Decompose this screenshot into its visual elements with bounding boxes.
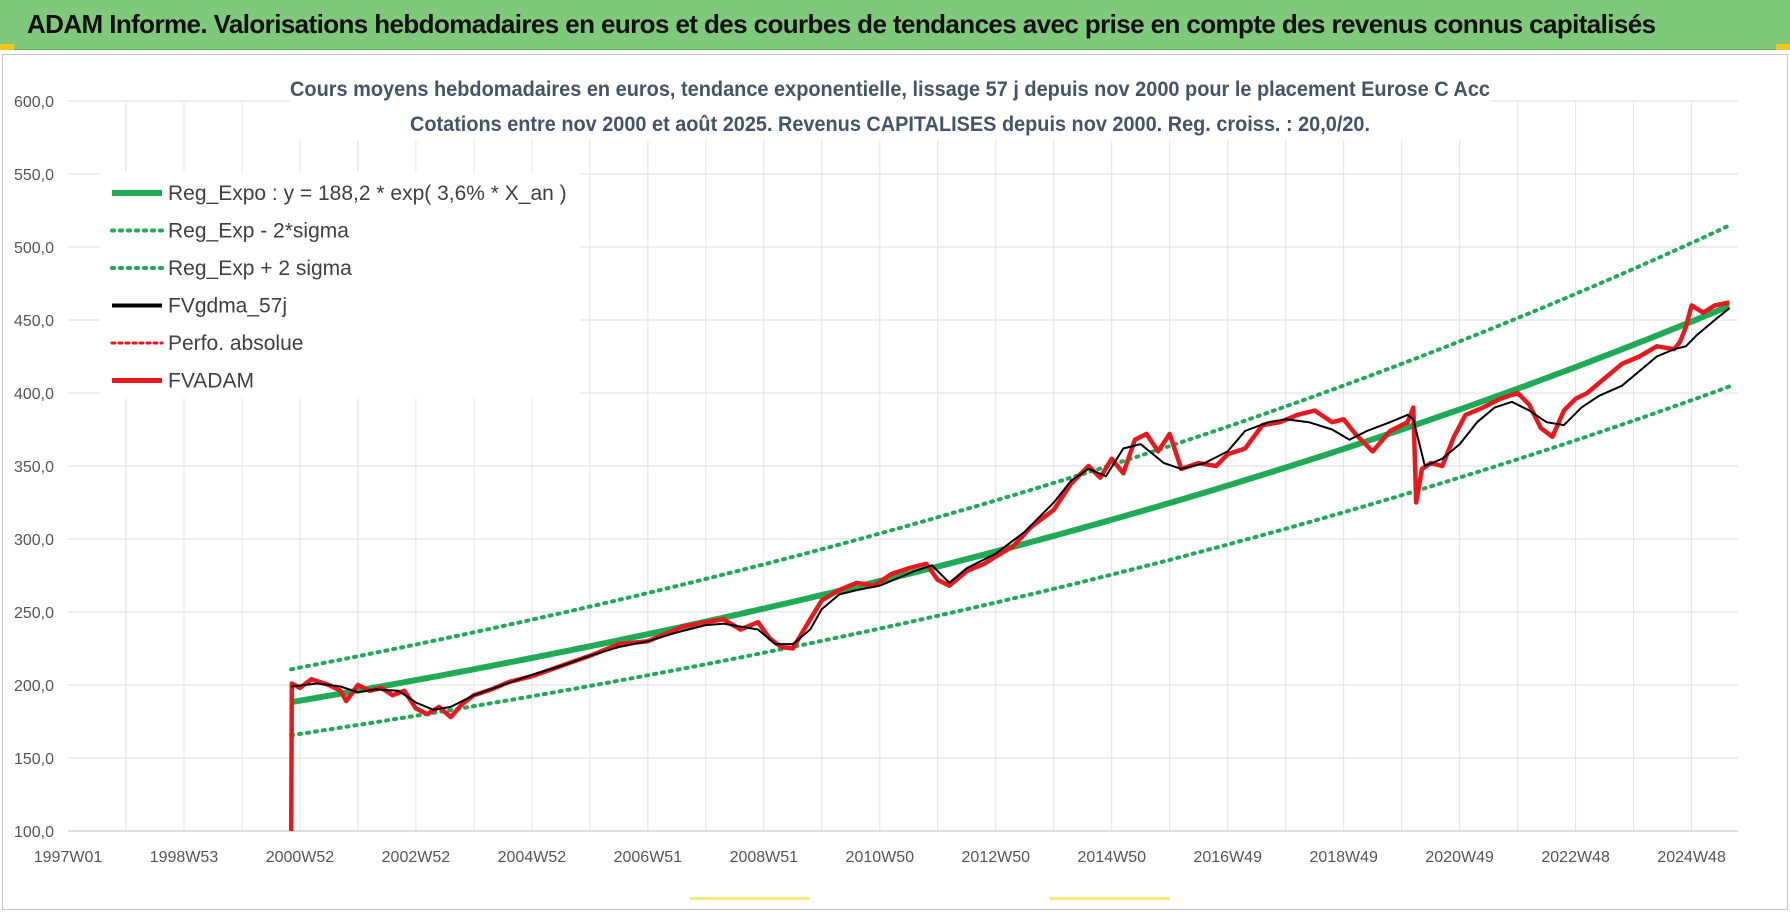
legend-label: Perfo. absolue — [168, 332, 303, 355]
corner-marker-right — [1776, 44, 1790, 50]
y-tick-label: 600,0 — [14, 94, 54, 111]
legend-label: Reg_Exp - 2*sigma — [168, 220, 349, 243]
x-tick-label: 2010W50 — [846, 849, 915, 866]
x-tick-label: 2014W50 — [1078, 849, 1147, 866]
chart-frame — [2, 54, 1788, 910]
legend-label: Reg_Exp + 2 sigma — [168, 257, 352, 280]
x-tick-label: 1997W01 — [34, 849, 103, 866]
y-tick-label: 300,0 — [14, 532, 54, 549]
y-tick-label: 350,0 — [14, 459, 54, 476]
y-tick-label: 450,0 — [14, 313, 54, 330]
y-tick-label: 250,0 — [14, 605, 54, 622]
banner-title: ADAM Informe. Valorisations hebdomadaire… — [27, 9, 1656, 39]
series-line-fvgdma-57j — [291, 307, 1730, 711]
y-tick-label: 200,0 — [14, 678, 54, 695]
series-line-reg-exp-plus-2sigma — [289, 223, 1732, 672]
y-tick-label: 150,0 — [14, 751, 54, 768]
x-tick-label: 2018W49 — [1309, 849, 1378, 866]
chart-title: Cours moyens hebdomadaires en euros, ten… — [290, 78, 1490, 101]
highlight-mark-1 — [690, 897, 810, 900]
x-tick-label: 2008W51 — [730, 849, 799, 866]
chart-subtitle: Cotations entre nov 2000 et août 2025. R… — [410, 113, 1370, 136]
x-tick-label: 2000W52 — [266, 849, 335, 866]
series-line-reg-exp-minus-2sigma — [289, 384, 1732, 738]
legend-label: FVADAM — [168, 370, 254, 393]
x-tick-label: 1998W53 — [150, 849, 219, 866]
x-tick-label: 2002W52 — [382, 849, 451, 866]
legend-background — [100, 172, 580, 398]
x-tick-label: 2022W48 — [1541, 849, 1610, 866]
corner-marker-left — [0, 44, 14, 50]
legend-label: Reg_Expo : y = 188,2 * exp( 3,6% * X_an … — [168, 182, 567, 205]
y-tick-label: 400,0 — [14, 386, 54, 403]
y-tick-label: 550,0 — [14, 167, 54, 184]
x-tick-label: 2006W51 — [614, 849, 683, 866]
x-tick-label: 2016W49 — [1193, 849, 1262, 866]
series-layer — [288, 223, 1732, 832]
report-banner: ADAM Informe. Valorisations hebdomadaire… — [0, 0, 1790, 50]
y-tick-label: 500,0 — [14, 240, 54, 257]
axes: 100,0 150,0 200,0 250,0 300,0 350,0 400,0 450,0… — [14, 94, 1738, 866]
chart-title-background — [290, 74, 1490, 140]
legend: Reg_Expo : y = 188,2 * exp( 3,6% * X_an … — [100, 172, 580, 398]
x-tick-label: 2004W52 — [498, 849, 567, 866]
y-tick-label: 100,0 — [14, 824, 54, 841]
x-tick-label: 2012W50 — [962, 849, 1031, 866]
legend-label: FVgdma_57j — [168, 295, 287, 318]
x-tick-label: 2024W48 — [1657, 849, 1726, 866]
x-tick-label: 2020W49 — [1425, 849, 1494, 866]
highlight-mark-2 — [1050, 897, 1170, 900]
